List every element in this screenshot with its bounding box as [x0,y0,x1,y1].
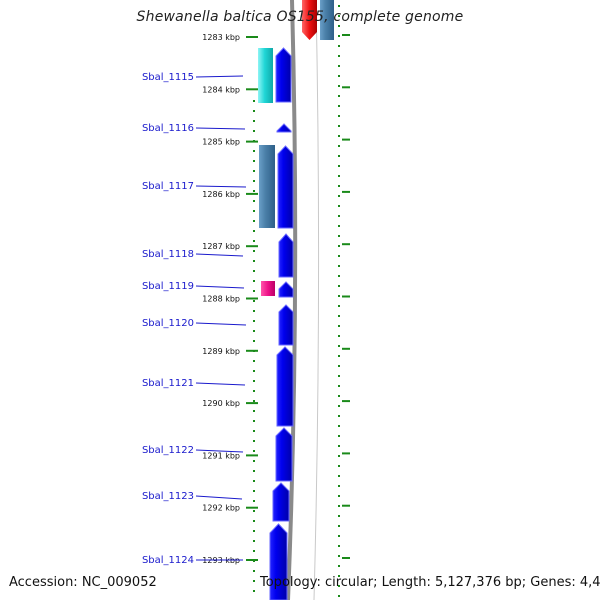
cds-arrow [276,346,294,427]
kbp-label: 1283 kbp [202,33,240,42]
reverse-arrow-red [302,0,317,40]
gene-label[interactable]: Sbal_1117 [142,181,194,192]
gene-label-leader [195,75,244,78]
cds-arrow [275,47,292,103]
topology-label: Topology: circular; Length: 5,127,376 bp… [260,575,600,590]
genome-title: Shewanella baltica OS155, complete genom… [136,9,464,25]
cds-arrow [272,482,290,522]
reverse-box-steelblue [320,0,334,40]
cds-arrow [277,145,294,229]
gene-label[interactable]: Sbal_1124 [142,555,194,566]
gene-label[interactable]: Sbal_1120 [142,318,194,329]
gene-label[interactable]: Sbal_1115 [142,72,194,83]
gene-label-leader [195,127,246,130]
cds-arrow [275,427,293,482]
kbp-label: 1289 kbp [202,347,240,356]
backbone-strand-left [286,0,298,600]
gene-label[interactable]: Sbal_1119 [142,281,194,292]
cds-arrow [278,281,294,298]
cds-arrow [278,304,294,346]
feature-box-steelblue [259,145,275,228]
gene-label[interactable]: Sbal_1116 [142,123,194,134]
gene-label[interactable]: Sbal_1122 [142,445,194,456]
kbp-label: 1284 kbp [202,85,240,94]
kbp-label: 1287 kbp [202,242,240,251]
feature-box-cyan [258,48,273,103]
backbone-strand-right [313,0,320,600]
cds-arrow [269,523,288,600]
cds-arrow [276,123,292,133]
kbp-label: 1286 kbp [202,190,240,199]
gene-label-leader [195,285,245,289]
gene-label-leader [195,185,247,188]
feature-box-magenta [261,281,275,296]
kbp-label: 1285 kbp [202,138,240,147]
kbp-label: 1290 kbp [202,399,240,408]
gene-label-leader [195,322,247,326]
accession-label: Accession: NC_009052 [9,575,157,590]
kbp-label: 1291 kbp [202,451,240,460]
gene-label[interactable]: Sbal_1118 [142,249,194,260]
gene-label[interactable]: Sbal_1123 [142,491,194,502]
cds-arrow [278,233,294,278]
gene-label-leader [195,449,244,453]
gene-label-leader [195,253,244,257]
gene-label-leader [195,382,246,386]
gene-label[interactable]: Sbal_1121 [142,378,194,389]
kbp-label: 1288 kbp [202,295,240,304]
kbp-label: 1292 kbp [202,504,240,513]
gene-label-leader [195,495,243,500]
